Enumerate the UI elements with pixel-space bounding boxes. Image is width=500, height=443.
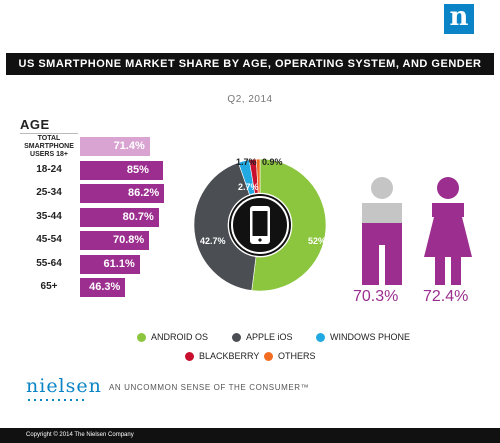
- female-value: 72.4%: [423, 288, 469, 305]
- age-divider: [20, 133, 78, 134]
- legend-label: APPLE iOS: [246, 332, 293, 342]
- age-bar-value: 46.3%: [89, 281, 121, 293]
- android-swatch: [137, 332, 146, 342]
- age-bar: [80, 137, 150, 156]
- os-pie-chart: [193, 158, 327, 292]
- legend-item-blackberry: BLACKBERRY: [185, 351, 259, 361]
- ios-swatch: [232, 332, 241, 342]
- legend-label: BLACKBERRY: [199, 351, 260, 361]
- age-category-label: 55-64: [36, 257, 62, 269]
- smartphone-icon: [250, 206, 270, 244]
- age-chart-title: AGE: [20, 117, 50, 132]
- donut-center-ring: [231, 196, 289, 254]
- age-bar-value: 80.7%: [122, 210, 154, 223]
- nielsen-wordmark: nielsen: [26, 375, 102, 397]
- age-category-label: 65+: [40, 281, 58, 292]
- age-category-label: TOTAL SMARTPHONE USERS 18+: [24, 135, 74, 158]
- age-bar-value: 86.2%: [128, 187, 160, 199]
- age-bar: [80, 278, 126, 297]
- windows-swatch: [316, 332, 325, 342]
- age-bar: [80, 207, 159, 227]
- pie-slice-value: 52%: [308, 236, 327, 246]
- male-value: 70.3%: [353, 288, 399, 305]
- pie-slice: [255, 158, 261, 194]
- age-bar-value: 61.1%: [103, 257, 135, 270]
- pie-slice: [193, 162, 257, 291]
- pie-slice-value: 2.7%: [238, 182, 259, 192]
- age-bar-value: 71.4%: [113, 140, 145, 152]
- blackberry-swatch: [185, 351, 194, 361]
- legend-label: ANDROID OS: [151, 332, 209, 342]
- age-category-label: 45-54: [36, 234, 62, 245]
- legend-item-windows: WINDOWS PHONE: [316, 332, 410, 342]
- age-bar: [80, 160, 163, 180]
- nielsen-logo-icon: n: [444, 4, 474, 34]
- age-bar: [80, 184, 164, 203]
- age-bar: [80, 254, 140, 274]
- age-bar: [80, 231, 149, 250]
- pie-slice-value: 42.7%: [200, 236, 226, 246]
- male-icon: [362, 177, 402, 285]
- legend-item-android: ANDROID OS: [137, 332, 208, 342]
- legend-label: WINDOWS PHONE: [330, 332, 410, 342]
- legend-item-ios: APPLE iOS: [232, 332, 293, 342]
- tagline: AN UNCOMMON SENSE OF THE CONSUMER™: [109, 383, 310, 392]
- logo-letter: n: [449, 2, 469, 32]
- legend-label: OTHERS: [278, 351, 316, 361]
- pie-slice: [251, 158, 327, 292]
- age-category-label: 25-34: [36, 187, 62, 198]
- pie-slice-value: 0.9%: [262, 157, 283, 167]
- age-bar-value: 70.8%: [112, 234, 145, 246]
- legend-item-others: OTHERS: [264, 351, 316, 361]
- age-bar-value: 85%: [126, 163, 149, 176]
- age-category-label: 18-24: [36, 163, 62, 175]
- wordmark-dots: [28, 399, 84, 401]
- page-title: US SMARTPHONE MARKET SHARE BY AGE, OPERA…: [6, 53, 494, 75]
- copyright-bar: Copyright © 2014 The Nielsen Company: [0, 428, 500, 443]
- others-swatch: [264, 351, 273, 361]
- pie-slice-value: 1.7%: [236, 157, 257, 167]
- subtitle: Q2, 2014: [227, 94, 273, 105]
- female-icon: [424, 177, 472, 285]
- age-category-label: 35-44: [36, 210, 62, 222]
